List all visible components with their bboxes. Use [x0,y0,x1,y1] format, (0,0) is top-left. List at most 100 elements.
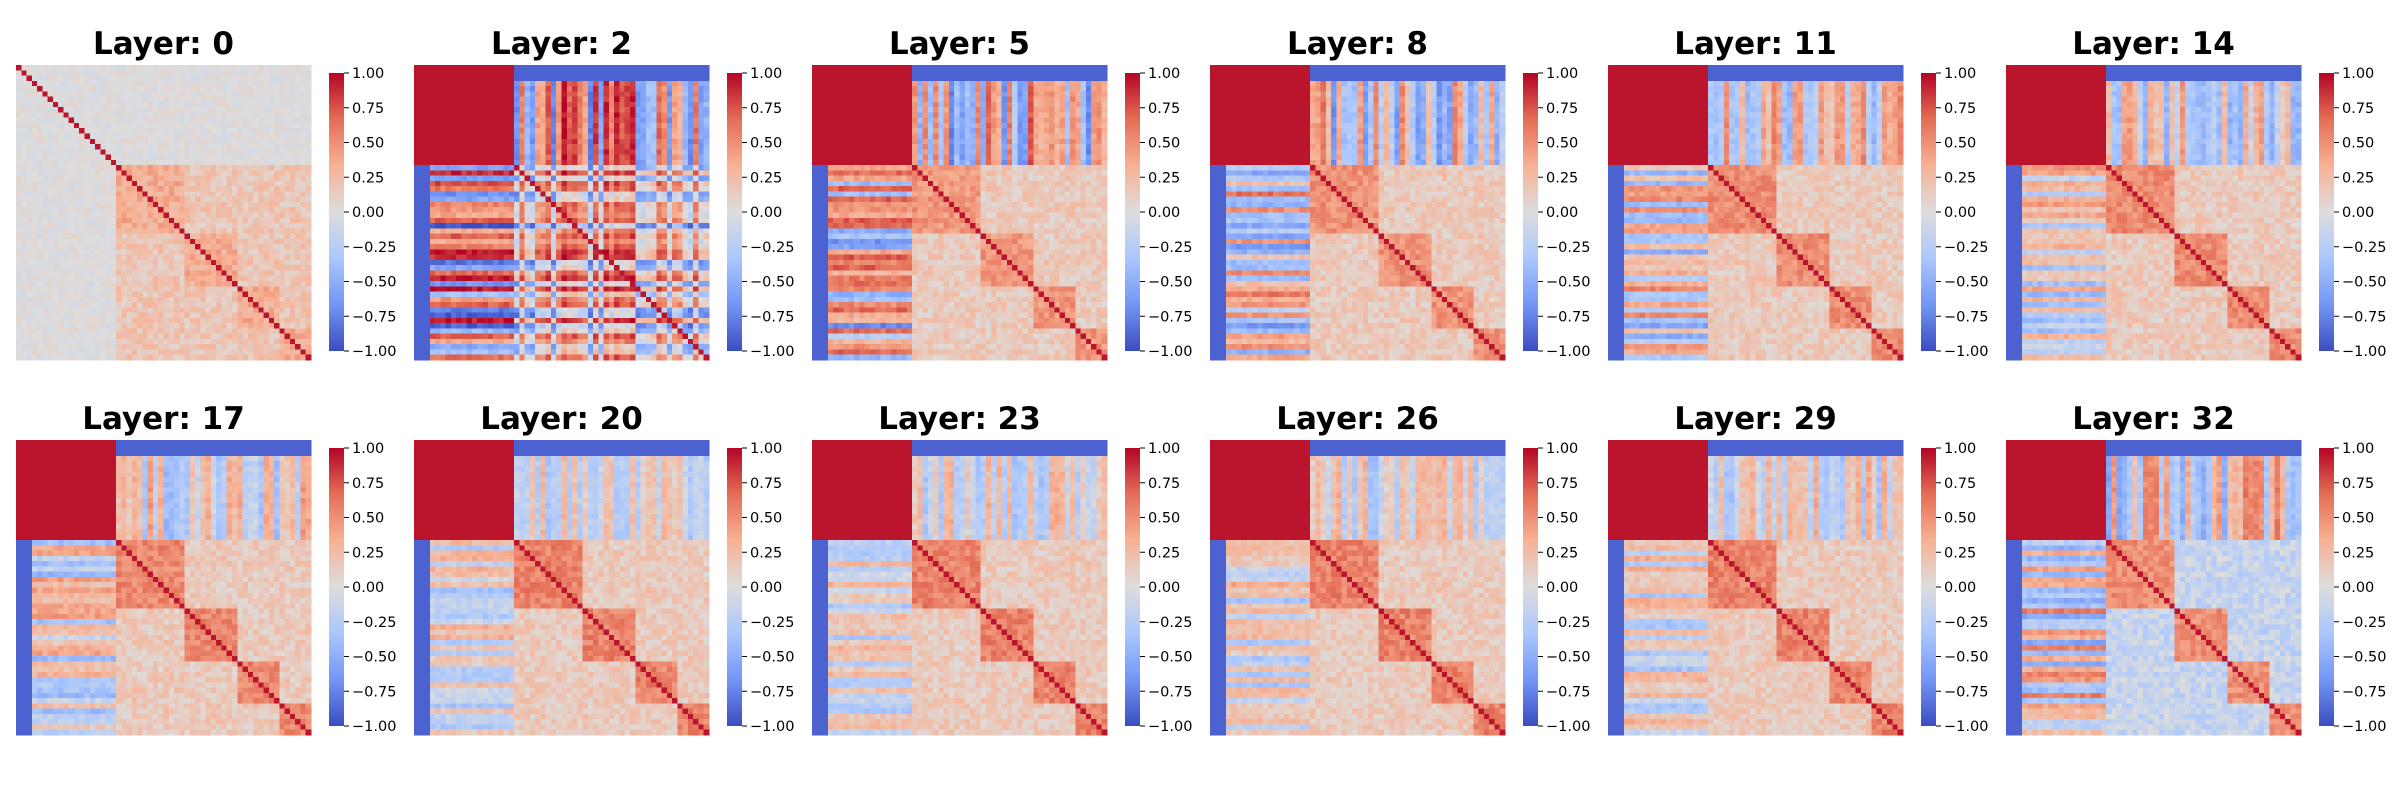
heatmap-cell [656,75,662,82]
heatmap-cell [456,112,462,118]
heatmap-cell [179,180,185,187]
heatmap-cell [503,159,510,166]
heatmap-cell [577,117,583,124]
heatmap-cell [540,180,546,187]
heatmap-cell [216,191,222,197]
heatmap-cell [498,186,504,192]
heatmap-cell [110,238,117,245]
heatmap-cell [682,212,689,219]
heatmap-cell [498,207,504,213]
heatmap-cell [461,91,467,97]
heatmap-cell [200,144,206,150]
heatmap-cell [471,75,478,82]
heatmap-cell [116,144,122,150]
heatmap-cell [461,144,467,150]
heatmap-cell [274,96,280,103]
heatmap-cell [535,201,541,208]
heatmap-cell [566,122,573,129]
heatmap-cell [31,107,38,113]
heatmap-cell [682,165,689,171]
heatmap-cell [608,186,615,192]
heatmap-cell [158,112,164,118]
heatmap-cell [110,70,117,76]
heatmap-cell [84,170,91,176]
heatmap-cell [535,228,541,234]
heatmap-cell [195,191,201,197]
heatmap-cell [73,149,80,155]
heatmap-cell [89,212,96,219]
heatmap-cell [258,180,264,187]
heatmap-cell [121,196,127,203]
heatmap-cell [698,165,705,171]
heatmap-cell [666,86,673,92]
heatmap-cell [189,133,196,140]
heatmap-cell [703,75,710,82]
heatmap-cell [608,223,615,229]
heatmap-cell [508,144,515,150]
heatmap-cell [300,207,307,213]
heatmap-cell [529,223,536,229]
heatmap-cell [16,280,22,287]
heatmap-cell [84,196,91,203]
heatmap-cell [26,201,33,208]
heatmap-cell [435,233,441,240]
heatmap-cell [131,144,138,150]
heatmap-cell [284,228,291,234]
heatmap-cell [216,265,222,271]
heatmap-cell [508,180,515,187]
heatmap-cell [258,323,264,329]
heatmap-cell [284,191,291,197]
heatmap-cell [200,128,206,134]
heatmap-cell [200,191,206,197]
heatmap-cell [424,170,431,176]
heatmap-cell [445,175,452,182]
heatmap-cell [258,70,264,76]
heatmap-cell [693,212,699,219]
colorbar-tick-label: −0.25 [352,240,396,256]
heatmap-cell [100,80,106,87]
heatmap-cell [682,75,689,82]
heatmap-cell [131,117,138,124]
heatmap-cell [640,128,647,134]
heatmap-cell [16,323,22,329]
heatmap-cell [68,296,75,303]
heatmap-cell [593,191,599,197]
heatmap-cell [471,223,478,229]
heatmap-cell [189,328,196,334]
heatmap-cell [179,217,185,224]
heatmap-cell [247,228,254,234]
heatmap-cell [116,333,122,340]
heatmap-cell [284,307,291,313]
heatmap-cell [131,223,138,229]
heatmap-cell [68,307,75,313]
heatmap-cell [577,91,583,97]
heatmap-cell [174,244,180,250]
heatmap-cell [450,75,457,82]
heatmap-cell [184,338,191,345]
heatmap-cell [42,286,48,292]
heatmap-cell [274,254,280,261]
heatmap-cell [168,265,175,271]
heatmap-cell [158,212,164,219]
heatmap-cell [466,138,473,145]
heatmap-cell [529,70,536,76]
heatmap-cell [493,138,499,145]
heatmap-cell [137,307,143,313]
heatmap-cell [577,112,583,118]
heatmap-cell [429,186,436,192]
heatmap-cell [126,296,133,303]
heatmap-cell [110,259,117,266]
heatmap-cell [168,101,175,108]
heatmap-cell [529,165,536,171]
heatmap-cell [152,338,159,345]
heatmap-cell [493,91,499,97]
heatmap-cell [179,122,185,129]
heatmap-cell [121,175,127,182]
heatmap-cell [445,149,452,155]
heatmap-cell [110,112,117,118]
heatmap-cell [645,233,652,240]
heatmap-cell [268,175,275,182]
heatmap-cell [73,249,80,255]
heatmap-cell [21,275,27,282]
heatmap-cell [142,223,148,229]
